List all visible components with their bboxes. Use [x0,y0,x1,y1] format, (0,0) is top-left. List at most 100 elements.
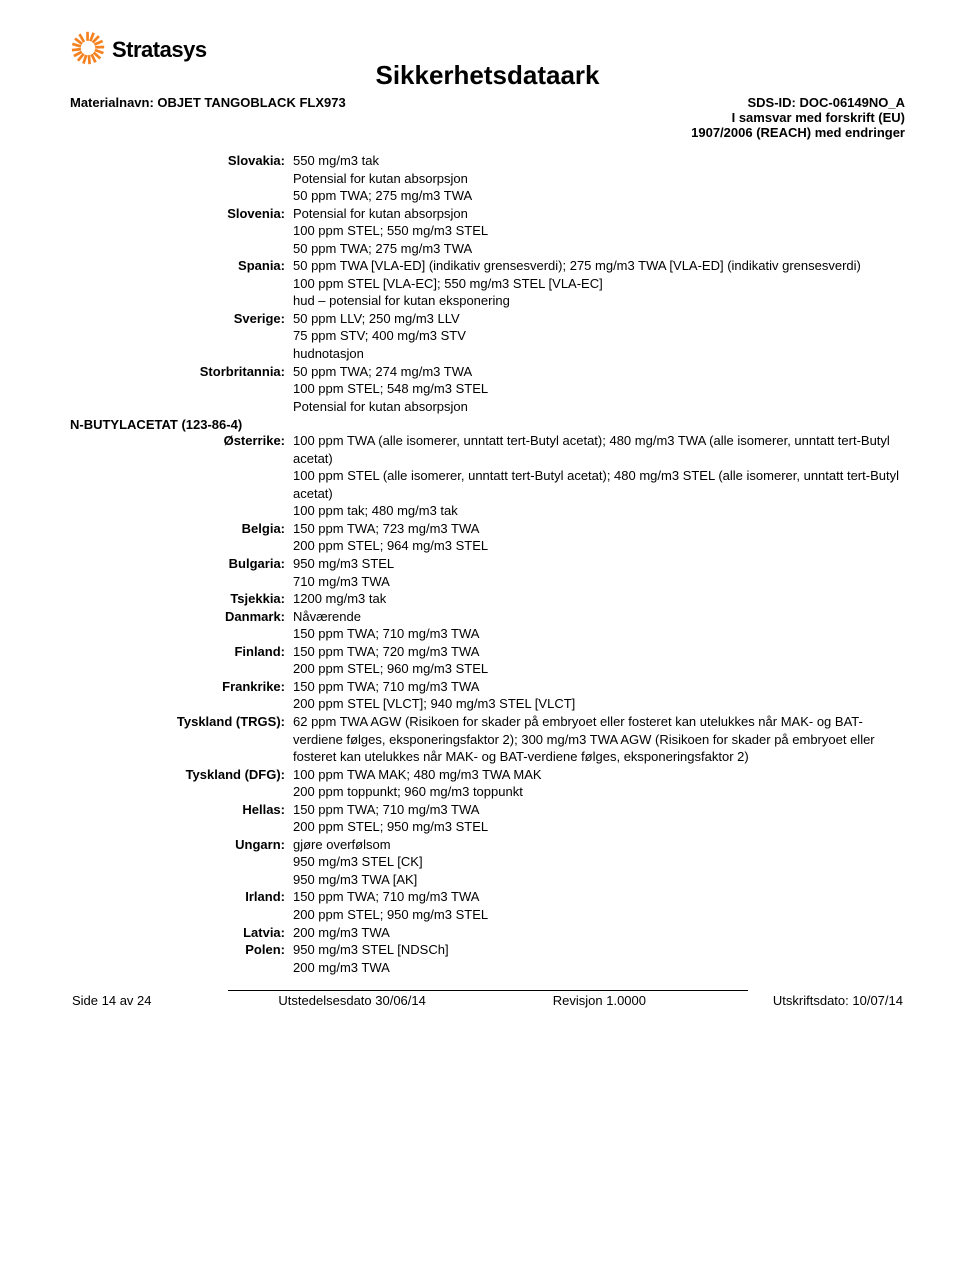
value-line: 100 ppm tak; 480 mg/m3 tak [293,502,905,520]
value-line: 100 ppm TWA MAK; 480 mg/m3 TWA MAK [293,766,905,784]
country-label: Hellas: [70,801,293,836]
value-line: hudnotasjon [293,345,905,363]
country-label: Polen: [70,941,293,976]
value-block: 950 mg/m3 STEL710 mg/m3 TWA [293,555,905,590]
data-row: Slovenia:Potensial for kutan absorpsjon1… [70,205,905,258]
value-line: 200 mg/m3 TWA [293,959,905,977]
value-line: 62 ppm TWA AGW (Risikoen for skader på e… [293,713,905,766]
data-row: Ungarn:gjøre overfølsom950 mg/m3 STEL [C… [70,836,905,889]
value-block: 150 ppm TWA; 720 mg/m3 TWA200 ppm STEL; … [293,643,905,678]
value-line: 50 ppm TWA; 274 mg/m3 TWA [293,363,905,381]
value-block: 150 ppm TWA; 710 mg/m3 TWA200 ppm STEL; … [293,888,905,923]
country-label: Storbritannia: [70,363,293,416]
page-root: Stratasys Sikkerhetsdataark Materialnavn… [0,0,960,1028]
material-name: Materialnavn: OBJET TANGOBLACK FLX973 [70,95,346,140]
country-label: Slovenia: [70,205,293,258]
data-row: Irland:150 ppm TWA; 710 mg/m3 TWA200 ppm… [70,888,905,923]
footer-separator [228,990,748,991]
data-row: Slovakia:550 mg/m3 takPotensial for kuta… [70,152,905,205]
country-label: Tyskland (DFG): [70,766,293,801]
value-line: 100 ppm STEL [VLA-EC]; 550 mg/m3 STEL [V… [293,275,905,293]
data-row: Polen:950 mg/m3 STEL [NDSCh]200 mg/m3 TW… [70,941,905,976]
value-block: Potensial for kutan absorpsjon100 ppm ST… [293,205,905,258]
data-row: Tsjekkia:1200 mg/m3 tak [70,590,905,608]
compliance-line-1: I samsvar med forskrift (EU) [691,110,905,125]
data-row: Østerrike:100 ppm TWA (alle isomerer, un… [70,432,905,520]
value-line: hud – potensial for kutan eksponering [293,292,905,310]
country-label: Østerrike: [70,432,293,520]
value-line: 150 ppm TWA; 720 mg/m3 TWA [293,643,905,661]
country-label: Frankrike: [70,678,293,713]
country-label: Finland: [70,643,293,678]
value-block: 62 ppm TWA AGW (Risikoen for skader på e… [293,713,905,766]
meta-right: SDS-ID: DOC-06149NO_A I samsvar med fors… [691,95,905,140]
value-line: 950 mg/m3 STEL [CK] [293,853,905,871]
value-line: 150 ppm TWA; 710 mg/m3 TWA [293,888,905,906]
value-block: Nåværende150 ppm TWA; 710 mg/m3 TWA [293,608,905,643]
country-label: Irland: [70,888,293,923]
value-block: 100 ppm TWA MAK; 480 mg/m3 TWA MAK200 pp… [293,766,905,801]
value-block: 100 ppm TWA (alle isomerer, unntatt tert… [293,432,905,520]
value-line: 200 ppm STEL; 950 mg/m3 STEL [293,906,905,924]
value-line: 950 mg/m3 STEL [293,555,905,573]
data-row: Hellas:150 ppm TWA; 710 mg/m3 TWA200 ppm… [70,801,905,836]
data-row: Tyskland (DFG):100 ppm TWA MAK; 480 mg/m… [70,766,905,801]
value-line: 200 ppm STEL; 960 mg/m3 STEL [293,660,905,678]
value-line: 150 ppm TWA; 710 mg/m3 TWA [293,801,905,819]
value-block: 950 mg/m3 STEL [NDSCh]200 mg/m3 TWA [293,941,905,976]
value-line: 150 ppm TWA; 710 mg/m3 TWA [293,625,905,643]
country-label: Tsjekkia: [70,590,293,608]
country-label: Bulgaria: [70,555,293,590]
value-line: 100 ppm STEL; 548 mg/m3 STEL [293,380,905,398]
value-block: 50 ppm TWA; 274 mg/m3 TWA100 ppm STEL; 5… [293,363,905,416]
value-line: 50 ppm TWA [VLA-ED] (indikativ grensesve… [293,257,905,275]
data-row: Danmark:Nåværende150 ppm TWA; 710 mg/m3 … [70,608,905,643]
value-block: 150 ppm TWA; 710 mg/m3 TWA200 ppm STEL [… [293,678,905,713]
country-label: Spania: [70,257,293,310]
country-label: Sverige: [70,310,293,363]
value-line: 710 mg/m3 TWA [293,573,905,591]
value-line: 1200 mg/m3 tak [293,590,905,608]
value-line: 200 ppm STEL [VLCT]; 940 mg/m3 STEL [VLC… [293,695,905,713]
footer-page: Side 14 av 24 [72,993,152,1008]
value-line: Potensial for kutan absorpsjon [293,170,905,188]
data-row: Storbritannia:50 ppm TWA; 274 mg/m3 TWA1… [70,363,905,416]
entries-group-1: Slovakia:550 mg/m3 takPotensial for kuta… [70,152,905,415]
value-line: Potensial for kutan absorpsjon [293,398,905,416]
value-line: 100 ppm TWA (alle isomerer, unntatt tert… [293,432,905,467]
value-line: gjøre overfølsom [293,836,905,854]
value-block: 200 mg/m3 TWA [293,924,905,942]
value-block: 150 ppm TWA; 723 mg/m3 TWA200 ppm STEL; … [293,520,905,555]
country-label: Latvia: [70,924,293,942]
value-block: 1200 mg/m3 tak [293,590,905,608]
compliance-line-2: 1907/2006 (REACH) med endringer [691,125,905,140]
value-line: 200 ppm toppunkt; 960 mg/m3 toppunkt [293,783,905,801]
value-line: 50 ppm TWA; 275 mg/m3 TWA [293,240,905,258]
value-block: 550 mg/m3 takPotensial for kutan absorps… [293,152,905,205]
data-row: Tyskland (TRGS):62 ppm TWA AGW (Risikoen… [70,713,905,766]
value-line: Nåværende [293,608,905,626]
data-row: Belgia:150 ppm TWA; 723 mg/m3 TWA200 ppm… [70,520,905,555]
content: Slovakia:550 mg/m3 takPotensial for kuta… [70,152,905,976]
value-line: 100 ppm STEL (alle isomerer, unntatt ter… [293,467,905,502]
value-line: 50 ppm LLV; 250 mg/m3 LLV [293,310,905,328]
country-label: Tyskland (TRGS): [70,713,293,766]
data-row: Spania:50 ppm TWA [VLA-ED] (indikativ gr… [70,257,905,310]
footer-revision: Revisjon 1.0000 [553,993,646,1008]
data-row: Bulgaria:950 mg/m3 STEL710 mg/m3 TWA [70,555,905,590]
data-row: Frankrike:150 ppm TWA; 710 mg/m3 TWA200 … [70,678,905,713]
value-line: 550 mg/m3 tak [293,152,905,170]
value-block: 50 ppm TWA [VLA-ED] (indikativ grensesve… [293,257,905,310]
footer: Side 14 av 24 Utstedelsesdato 30/06/14 R… [70,993,905,1008]
data-row: Sverige:50 ppm LLV; 250 mg/m3 LLV75 ppm … [70,310,905,363]
footer-print-date: Utskriftsdato: 10/07/14 [773,993,903,1008]
footer-issue-date: Utstedelsesdato 30/06/14 [278,993,425,1008]
meta-row: Materialnavn: OBJET TANGOBLACK FLX973 SD… [70,95,905,140]
country-label: Belgia: [70,520,293,555]
value-line: 200 mg/m3 TWA [293,924,905,942]
value-line: 50 ppm TWA; 275 mg/m3 TWA [293,187,905,205]
logo-block: Stratasys [70,30,207,66]
value-block: 50 ppm LLV; 250 mg/m3 LLV75 ppm STV; 400… [293,310,905,363]
value-block: 150 ppm TWA; 710 mg/m3 TWA200 ppm STEL; … [293,801,905,836]
logo-text: Stratasys [112,37,207,63]
